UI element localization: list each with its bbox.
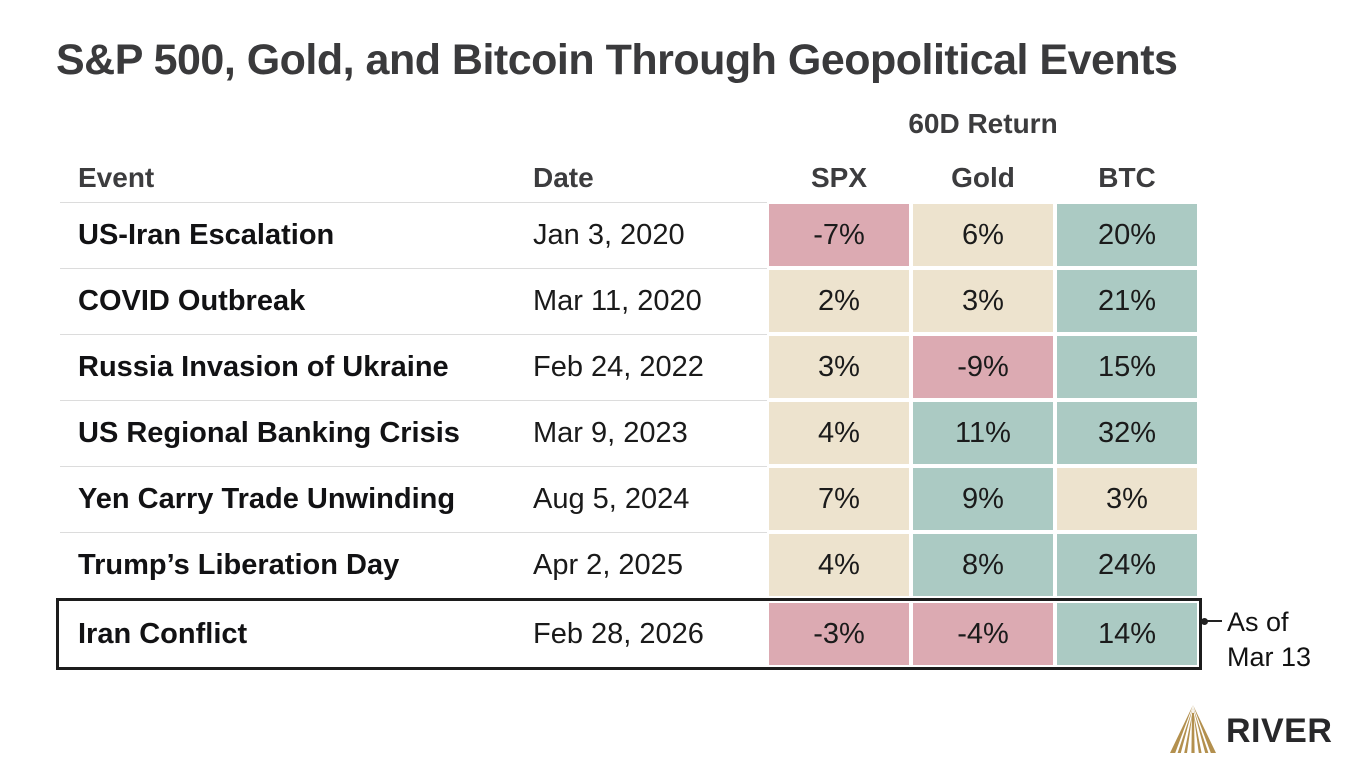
annotation-connector-dot xyxy=(1201,617,1208,625)
event-cell: Iran Conflict xyxy=(78,617,248,650)
column-header-gold: Gold xyxy=(951,162,1015,193)
date-cell: Mar 11, 2020 xyxy=(533,285,702,317)
btc-value-cell: 14% xyxy=(1057,603,1197,665)
column-header-event: Event xyxy=(78,162,155,193)
annotation-connector-line xyxy=(1201,617,1222,625)
event-cell: US Regional Banking Crisis xyxy=(78,417,460,449)
gold-value-cell: 9% xyxy=(913,468,1053,530)
gold-value-cell: -9% xyxy=(913,336,1053,398)
highlighted-row-box: Iran Conflict Feb 28, 2026 -3% -4% 14% xyxy=(56,598,1202,670)
btc-value-cell: 32% xyxy=(1057,402,1197,464)
event-cell: Russia Invasion of Ukraine xyxy=(78,351,449,383)
gold-value-cell: 8% xyxy=(913,534,1053,596)
river-mountain-icon xyxy=(1170,703,1216,760)
spx-value-cell: 4% xyxy=(769,402,909,464)
event-cell: US-Iran Escalation xyxy=(78,219,335,251)
btc-value-cell: 20% xyxy=(1057,204,1197,266)
spx-value-cell: 3% xyxy=(769,336,909,398)
date-cell: Apr 2, 2025 xyxy=(533,549,683,581)
date-cell: Aug 5, 2024 xyxy=(533,483,690,515)
spx-value-cell: 7% xyxy=(769,468,909,530)
event-cell: Trump’s Liberation Day xyxy=(78,549,400,581)
gold-value-cell: 6% xyxy=(913,204,1053,266)
spx-value-cell: -7% xyxy=(769,204,909,266)
event-cell: COVID Outbreak xyxy=(78,285,306,317)
group-header-60d-return: 60D Return xyxy=(908,108,1058,139)
as-of-annotation: As of Mar 13 xyxy=(1227,605,1311,675)
spx-value-cell: -3% xyxy=(769,603,909,665)
river-logo: RIVER xyxy=(1170,703,1332,760)
column-header-btc: BTC xyxy=(1098,162,1156,193)
page-title: S&P 500, Gold, and Bitcoin Through Geopo… xyxy=(56,36,1178,84)
date-cell: Feb 28, 2026 xyxy=(533,617,704,650)
table-row: Yen Carry Trade Unwinding Aug 5, 2024 7%… xyxy=(60,466,1199,532)
river-logo-text: RIVER xyxy=(1226,712,1333,750)
column-header-spx: SPX xyxy=(810,162,868,193)
table-header-row: Event Date SPX Gold BTC xyxy=(60,156,1199,202)
date-cell: Feb 24, 2022 xyxy=(533,351,704,383)
table-row: Trump’s Liberation Day Apr 2, 2025 4% 8%… xyxy=(60,532,1199,598)
btc-value-cell: 3% xyxy=(1057,468,1197,530)
event-cell: Yen Carry Trade Unwinding xyxy=(78,483,456,515)
spx-value-cell: 2% xyxy=(769,270,909,332)
date-cell: Mar 9, 2023 xyxy=(533,417,688,449)
gold-value-cell: 3% xyxy=(913,270,1053,332)
as-of-line1: As of xyxy=(1227,607,1289,637)
spx-value-cell: 4% xyxy=(769,534,909,596)
btc-value-cell: 24% xyxy=(1057,534,1197,596)
table-body: US-Iran Escalation Jan 3, 2020 -7% 6% 20… xyxy=(56,202,1202,670)
gold-value-cell: -4% xyxy=(913,603,1053,665)
table-row: US Regional Banking Crisis Mar 9, 2023 4… xyxy=(60,400,1199,466)
as-of-line2: Mar 13 xyxy=(1227,642,1312,672)
table-row: COVID Outbreak Mar 11, 2020 2% 3% 21% xyxy=(60,268,1199,334)
btc-value-cell: 15% xyxy=(1057,336,1197,398)
column-header-date: Date xyxy=(533,162,594,193)
gold-value-cell: 11% xyxy=(913,402,1053,464)
date-cell: Jan 3, 2020 xyxy=(533,219,685,251)
table-row-highlighted: Iran Conflict Feb 28, 2026 -3% -4% 14% xyxy=(60,601,1199,667)
table-row: Russia Invasion of Ukraine Feb 24, 2022 … xyxy=(60,334,1199,400)
btc-value-cell: 21% xyxy=(1057,270,1197,332)
table-row: US-Iran Escalation Jan 3, 2020 -7% 6% 20… xyxy=(60,202,1199,268)
